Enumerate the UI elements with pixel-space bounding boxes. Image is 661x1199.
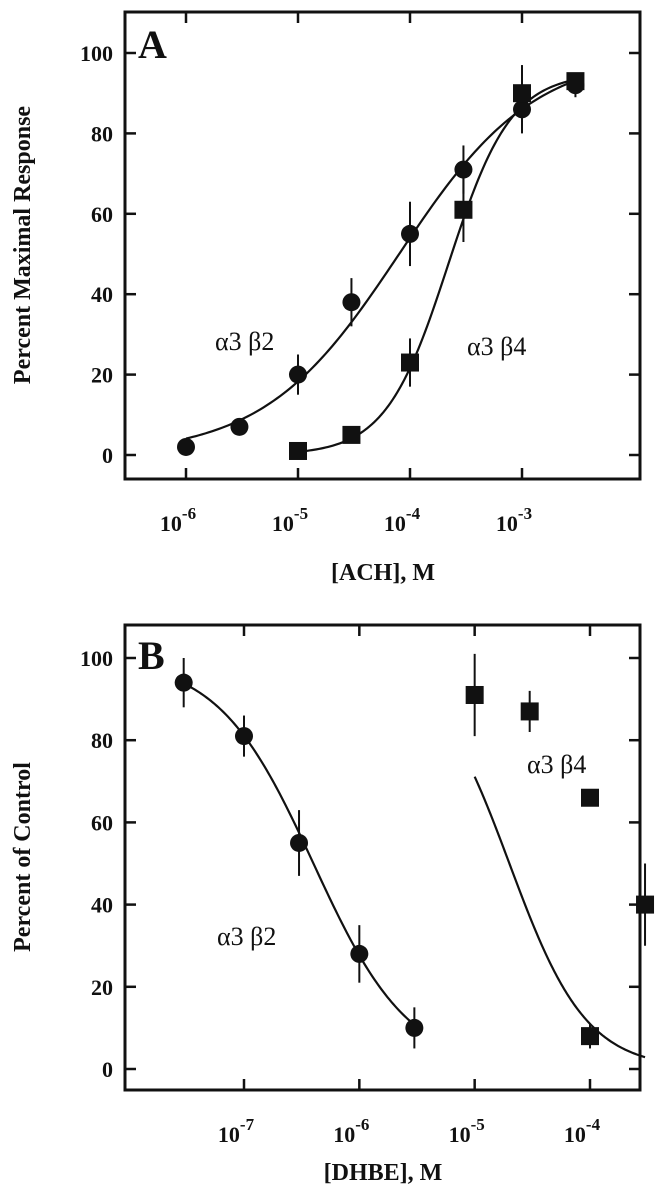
x-tick-label: 10-3 bbox=[496, 504, 532, 536]
panel-b-x-ticks: 10-7 10-6 10-5 10-4 bbox=[218, 625, 601, 1147]
data-point-square bbox=[513, 84, 531, 103]
panel-b-x-axis-label: [DHBE], M bbox=[324, 1160, 443, 1186]
y-tick-label: 100 bbox=[80, 646, 113, 671]
panel-a-points bbox=[177, 65, 585, 460]
y-tick-label: 60 bbox=[91, 810, 113, 835]
panel-a-label-a3b2: α3 β2 bbox=[215, 327, 274, 356]
data-point-square bbox=[581, 1027, 599, 1046]
x-tick-label: 10-7 bbox=[218, 1115, 255, 1147]
data-point-circle bbox=[174, 673, 193, 692]
panel-a-y-ticks: 0 20 40 60 80 100 bbox=[80, 41, 640, 468]
y-tick-label: 40 bbox=[91, 893, 113, 918]
data-point-circle bbox=[454, 160, 473, 179]
panel-b-y-ticks: 0 20 40 60 80 100 bbox=[80, 646, 640, 1082]
panel-b-label-a3b4: α3 β4 bbox=[527, 750, 586, 779]
panel-a-x-ticks: 10-6 10-5 10-4 10-3 bbox=[160, 12, 532, 536]
panel-b-fit-curves bbox=[183, 682, 646, 1059]
panel-a-fit-curves bbox=[185, 78, 576, 453]
panel-a-label-a3b4: α3 β4 bbox=[467, 332, 526, 361]
x-tick-label: 10-6 bbox=[333, 1115, 369, 1147]
x-tick-label: 10-4 bbox=[384, 504, 421, 536]
panel-b-label-a3b2: α3 β2 bbox=[217, 922, 276, 951]
y-tick-label: 80 bbox=[91, 121, 113, 146]
panel-b-frame bbox=[123, 623, 642, 1092]
data-point-square bbox=[465, 685, 484, 704]
fit-curve-a3b4 bbox=[473, 776, 646, 1059]
panel-b-letter: B bbox=[138, 633, 165, 678]
data-point-circle bbox=[290, 833, 309, 852]
fit-curve-a3b4 bbox=[297, 78, 576, 453]
data-point-square bbox=[401, 353, 419, 372]
y-tick-label: 0 bbox=[102, 1057, 113, 1082]
y-tick-label: 80 bbox=[91, 728, 113, 753]
panel-a-frame bbox=[123, 10, 642, 481]
x-tick-label: 10-5 bbox=[449, 1115, 485, 1147]
data-point-square bbox=[454, 200, 473, 219]
panel-a-y-axis-label: Percent Maximal Response bbox=[10, 106, 36, 385]
y-tick-label: 20 bbox=[91, 363, 113, 388]
y-tick-label: 40 bbox=[91, 282, 113, 307]
panel-b-points bbox=[174, 653, 655, 1049]
panel-a-letter: A bbox=[138, 22, 167, 67]
data-point-circle bbox=[289, 365, 307, 384]
data-point-circle bbox=[401, 224, 419, 243]
panel-b: B 0 20 40 60 80 100 10-7 10-6 10-5 10-4 α3 β2 α3… bbox=[10, 623, 655, 1186]
x-tick-label: 10-6 bbox=[160, 504, 196, 536]
panel-a-x-axis-label: [ACH], M bbox=[331, 560, 435, 586]
data-point-circle bbox=[350, 944, 369, 963]
y-tick-label: 20 bbox=[91, 975, 113, 1000]
data-point-circle bbox=[342, 293, 361, 312]
panel-a: A 0 20 40 60 80 100 10-6 10-5 10-4 10-3 α3 β2 α3… bbox=[10, 10, 642, 586]
panel-b-y-axis-label: Percent of Control bbox=[10, 762, 36, 952]
fit-curve-a3b2 bbox=[185, 79, 576, 440]
y-tick-label: 100 bbox=[80, 41, 113, 66]
data-point-square bbox=[289, 441, 307, 460]
data-point-circle bbox=[230, 417, 249, 436]
x-tick-label: 10-4 bbox=[564, 1115, 601, 1147]
data-point-circle bbox=[405, 1018, 424, 1037]
data-point-circle bbox=[235, 727, 253, 746]
x-tick-label: 10-5 bbox=[272, 504, 308, 536]
y-tick-label: 0 bbox=[102, 443, 113, 468]
data-point-circle bbox=[177, 437, 195, 456]
data-point-square bbox=[520, 702, 539, 721]
data-point-square bbox=[342, 425, 361, 444]
data-point-square bbox=[566, 72, 585, 91]
data-point-square bbox=[581, 788, 599, 807]
data-point-square bbox=[636, 895, 655, 914]
y-tick-label: 60 bbox=[91, 202, 113, 227]
